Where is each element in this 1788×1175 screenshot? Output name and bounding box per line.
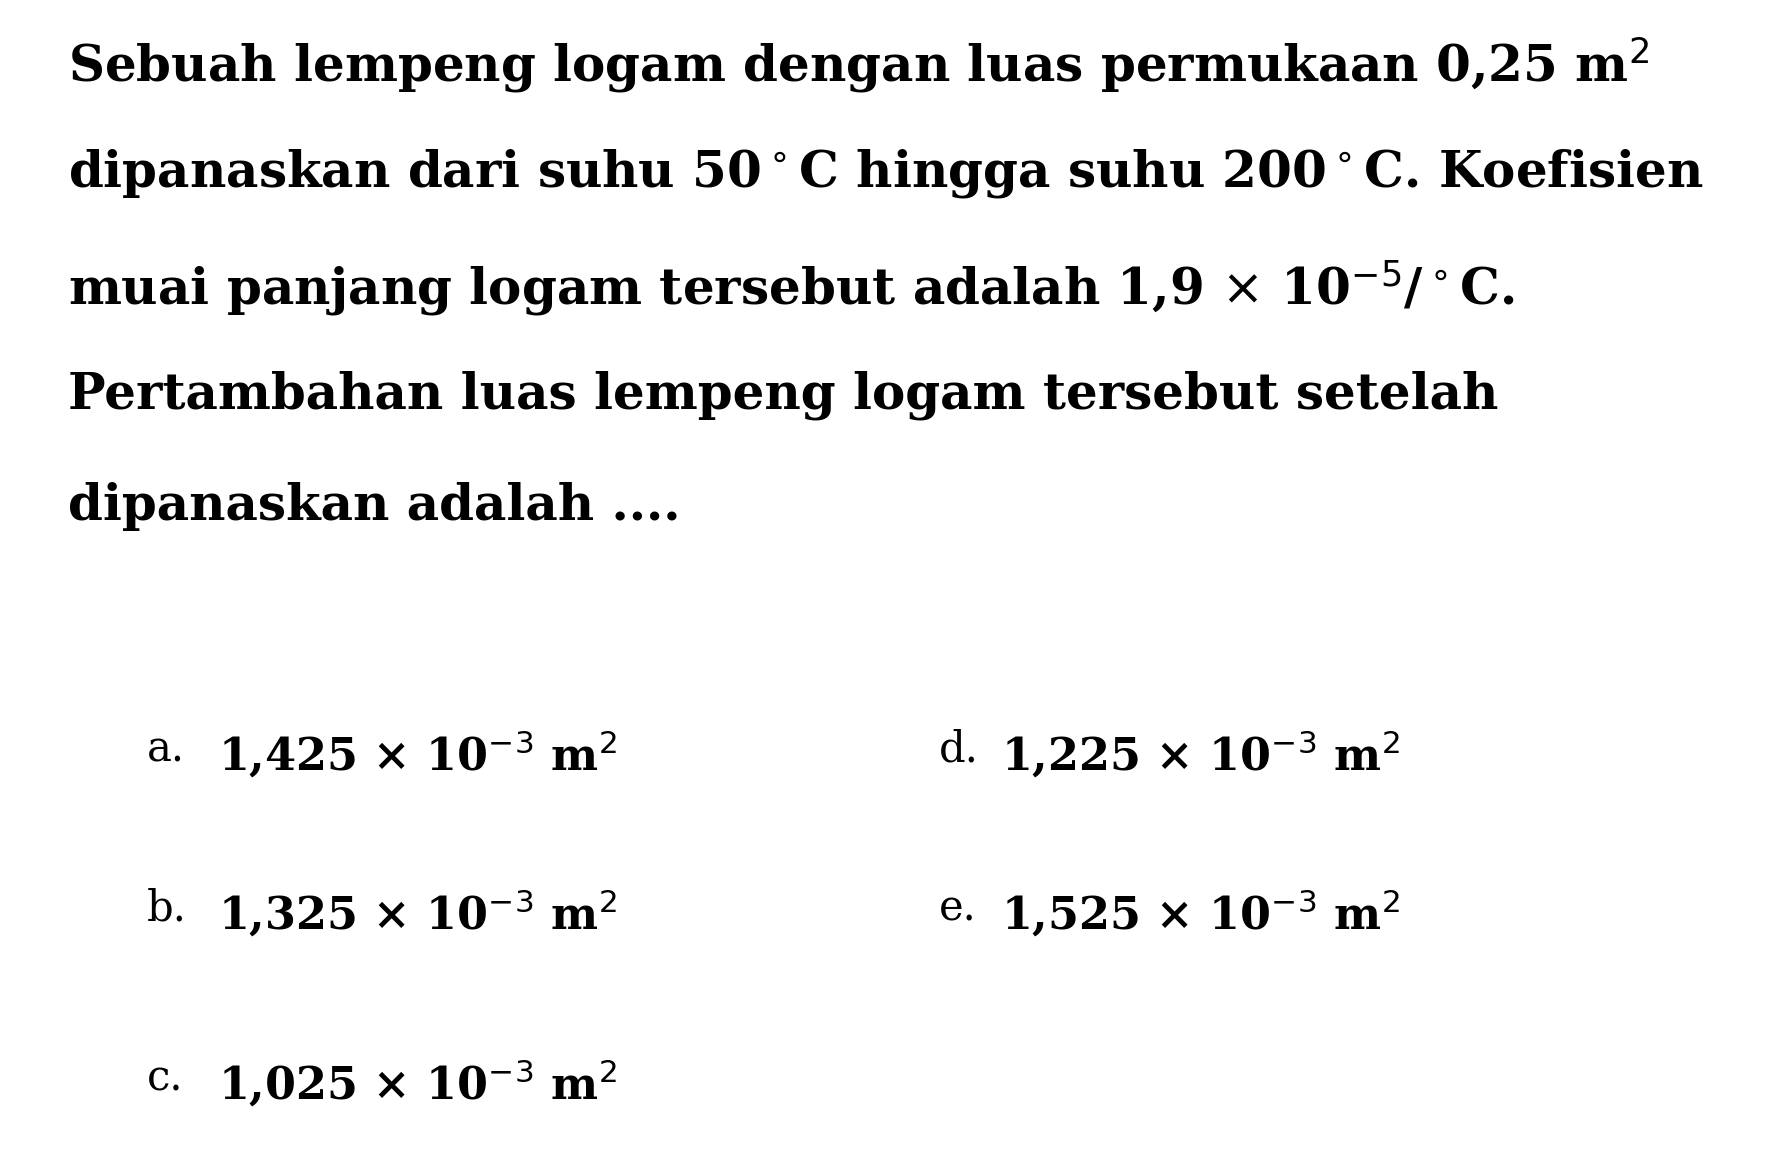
- Text: 1,225 × 10$^{-3}$ m$^2$: 1,225 × 10$^{-3}$ m$^2$: [1001, 728, 1400, 780]
- Text: d.: d.: [939, 728, 978, 771]
- Text: 1,025 × 10$^{-3}$ m$^2$: 1,025 × 10$^{-3}$ m$^2$: [218, 1058, 617, 1109]
- Text: 1,425 × 10$^{-3}$ m$^2$: 1,425 × 10$^{-3}$ m$^2$: [218, 728, 617, 780]
- Text: Sebuah lempeng logam dengan luas permukaan 0,25 m$^2$: Sebuah lempeng logam dengan luas permuka…: [68, 35, 1649, 95]
- Text: dipanaskan adalah ....: dipanaskan adalah ....: [68, 482, 681, 531]
- Text: c.: c.: [147, 1058, 182, 1100]
- Text: 1,325 × 10$^{-3}$ m$^2$: 1,325 × 10$^{-3}$ m$^2$: [218, 887, 617, 939]
- Text: 1,525 × 10$^{-3}$ m$^2$: 1,525 × 10$^{-3}$ m$^2$: [1001, 887, 1400, 939]
- Text: dipanaskan dari suhu 50$^\circ$C hingga suhu 200$^\circ$C. Koefisien: dipanaskan dari suhu 50$^\circ$C hingga …: [68, 147, 1704, 200]
- Text: e.: e.: [939, 887, 976, 929]
- Text: a.: a.: [147, 728, 184, 771]
- Text: b.: b.: [147, 887, 186, 929]
- Text: muai panjang logam tersebut adalah 1,9 $\times$ 10$^{-5}$/$^\circ$C.: muai panjang logam tersebut adalah 1,9 $…: [68, 258, 1514, 320]
- Text: Pertambahan luas lempeng logam tersebut setelah: Pertambahan luas lempeng logam tersebut …: [68, 370, 1498, 419]
